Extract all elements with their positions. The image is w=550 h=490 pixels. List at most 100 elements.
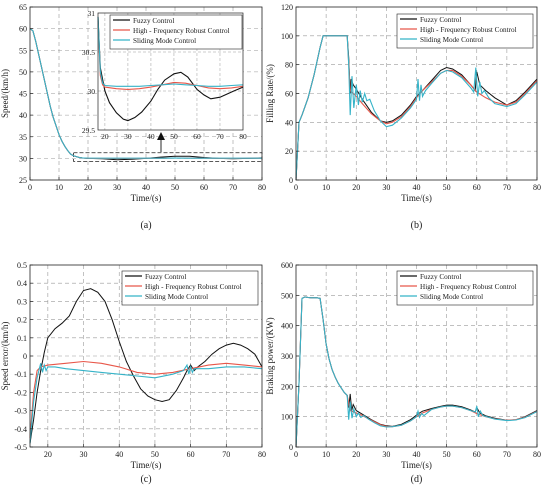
panel-b-lines [295, 35, 538, 181]
inset-y-tick-label: 29.5 [82, 126, 95, 135]
x-tick-label: 60 [473, 450, 481, 459]
x-tick-label: 70 [229, 183, 237, 192]
y-tick-label: 60 [19, 25, 27, 34]
x-tick-label: 50 [443, 450, 451, 459]
panel-c-lines [29, 288, 263, 444]
y-tick-label: -0.3 [14, 407, 27, 416]
legend-box [109, 14, 243, 50]
legend-label-sliding: Sliding Mode Control [133, 37, 196, 45]
legend-label-robust: High - Frequency Robust Control [420, 26, 517, 34]
y-tick-label: 500 [281, 291, 293, 300]
legend-label-robust: High - Frequency Robust Control [145, 283, 242, 291]
x-tick-label: 30 [382, 183, 390, 192]
legend-label-sliding: Sliding Mode Control [420, 36, 483, 44]
panel-d-frame [295, 264, 538, 448]
x-tick-label: 80 [258, 183, 266, 192]
x-tick-label: 40 [142, 183, 150, 192]
y-tick-label: 100 [281, 32, 293, 41]
panel-b-ylabel: Filling Rate/(%) [265, 64, 275, 123]
x-tick-label: 60 [187, 450, 195, 459]
y-tick-label: 40 [285, 118, 293, 127]
x-tick-label: 70 [503, 450, 511, 459]
inset-x-tick-label: 30 [124, 132, 132, 141]
x-tick-label: 50 [151, 450, 159, 459]
x-tick-label: 10 [322, 450, 330, 459]
x-tick-label: 20 [44, 450, 52, 459]
x-tick-label: 0 [294, 450, 298, 459]
y-tick-label: 600 [281, 261, 293, 270]
legend-label-sliding: Sliding Mode Control [420, 293, 483, 301]
y-tick-label: 0 [23, 352, 27, 361]
panel-d-xlabel: Time/(s) [401, 460, 432, 470]
y-tick-label: 0 [289, 176, 293, 185]
series-line-sliding [295, 35, 538, 181]
panel-c-xticks: 20 30 40 50 60 70 80 [44, 444, 266, 459]
series-line-sliding [29, 363, 263, 444]
panel-a-xlabel: Time/(s) [131, 193, 162, 203]
x-tick-label: 30 [382, 450, 390, 459]
panel-b-legend: Fuzzy Control High - Frequency Robust Con… [396, 13, 534, 49]
x-tick-label: 20 [352, 183, 360, 192]
y-tick-label: 20 [285, 147, 293, 156]
legend-label-fuzzy: Fuzzy Control [145, 273, 186, 281]
panel-c-ylabel: Speed error/(km/h) [0, 322, 10, 391]
y-tick-label: 25 [19, 176, 27, 185]
panel-a-xticks: 0 10 20 30 40 50 60 70 80 [28, 177, 266, 192]
inset-series-line-fuzzy [97, 16, 244, 122]
panel-a-inset: 20 30 40 50 60 70 80 29.5 30 30.5 31 Fuzzy Control H… [82, 9, 247, 141]
panel-c: 20 30 40 50 60 70 80 -0.5 -0.4 -0.3 -0.2 -0.1 0 0.1 0… [0, 261, 266, 485]
panel-b-yticks: 0 20 40 60 80 100 120 [281, 3, 299, 185]
panel-b: 0 10 20 30 40 50 60 70 80 0 20 40 60 80 100 120 Fuzzy … [265, 3, 541, 231]
panel-b-xticks: 0 10 20 30 40 50 60 70 80 [294, 177, 541, 192]
legend-label-fuzzy: Fuzzy Control [133, 17, 174, 25]
x-tick-label: 20 [352, 450, 360, 459]
zoom-arrow-head [157, 132, 165, 140]
panel-c-xlabel: Time/(s) [131, 460, 162, 470]
y-tick-label: 0.1 [17, 334, 27, 343]
y-tick-label: 0 [289, 443, 293, 452]
inset-x-tick-label: 40 [147, 132, 155, 141]
x-tick-label: 40 [413, 183, 421, 192]
series-line-robust [29, 360, 263, 438]
y-tick-label: 45 [19, 90, 27, 99]
panel-b-xlabel: Time/(s) [401, 193, 432, 203]
panel-a-lines [29, 28, 263, 161]
panel-a: 20 30 40 50 60 70 80 29.5 30 30.5 31 Fuzzy Control H… [0, 3, 266, 231]
y-tick-label: 60 [285, 90, 293, 99]
y-tick-label: -0.5 [14, 443, 27, 452]
inset-series-line-robust [97, 20, 244, 90]
y-tick-label: 0.2 [17, 316, 27, 325]
y-tick-label: 55 [19, 46, 27, 55]
inset-frame [97, 12, 244, 131]
x-tick-label: 80 [533, 450, 541, 459]
legend-box [396, 270, 534, 306]
x-tick-label: 60 [200, 183, 208, 192]
x-tick-label: 0 [28, 183, 32, 192]
x-tick-label: 80 [258, 450, 266, 459]
inset-series-line-sliding [97, 16, 244, 87]
x-tick-label: 50 [171, 183, 179, 192]
panel-c-legend: Fuzzy Control High - Frequency Robust Con… [121, 270, 259, 306]
y-tick-label: 30 [19, 154, 27, 163]
series-line-sliding [29, 28, 262, 159]
inset-y-tick-label: 30 [88, 87, 96, 96]
legend-label-fuzzy: Fuzzy Control [420, 16, 461, 24]
y-tick-label: 0.4 [17, 279, 27, 288]
panel-b-caption: (b) [411, 220, 423, 231]
inset-y-tick-label: 31 [88, 9, 96, 18]
panel-d-caption: (d) [411, 474, 423, 485]
panel-c-caption: (c) [140, 474, 151, 485]
y-tick-label: 200 [281, 382, 293, 391]
legend-label-robust: High - Frequency Robust Control [133, 27, 230, 35]
panel-d: 0 10 20 30 40 50 60 70 80 0 100 200 300 400 500 600 Fu… [265, 261, 541, 485]
x-tick-label: 50 [443, 183, 451, 192]
panel-a-yticks: 25 30 35 40 45 50 55 60 65 [19, 3, 33, 185]
inset-y-tick-label: 30.5 [82, 48, 95, 57]
panel-b-frame [295, 6, 538, 181]
x-tick-label: 40 [413, 450, 421, 459]
y-tick-label: -0.2 [14, 388, 27, 397]
legend-box [396, 13, 534, 49]
panel-d-lines [295, 296, 538, 448]
x-tick-label: 60 [473, 183, 481, 192]
